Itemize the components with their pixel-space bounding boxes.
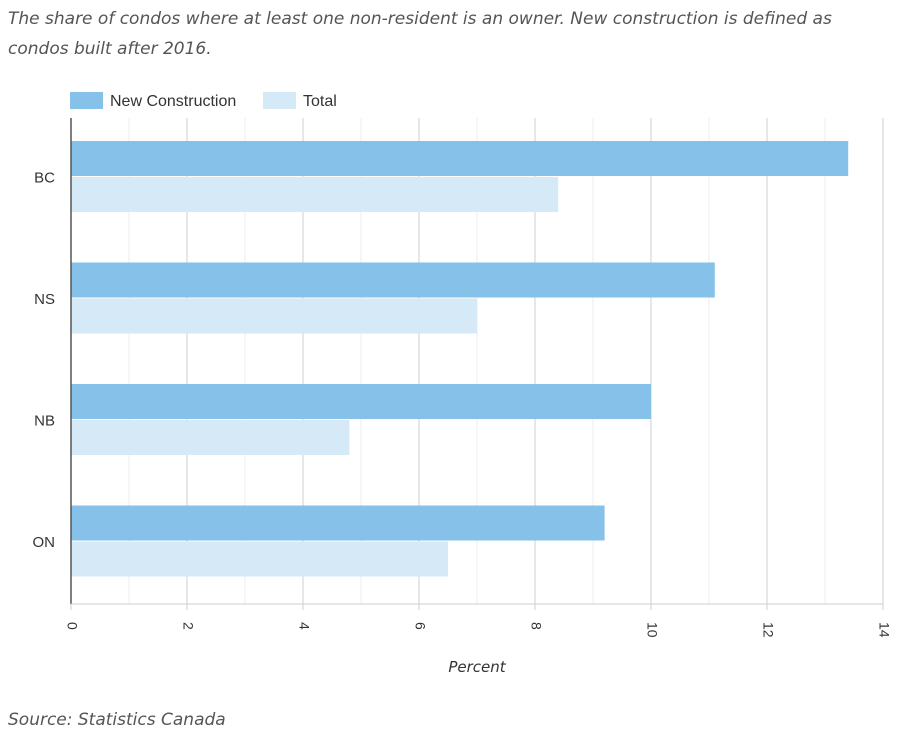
legend-label-0: New Construction bbox=[110, 93, 236, 110]
bar-nb-total bbox=[71, 420, 350, 455]
bar-bc-total bbox=[71, 177, 559, 212]
legend-swatch-1 bbox=[263, 92, 296, 109]
legend-swatch-0 bbox=[70, 92, 103, 109]
x-tick-label: 6 bbox=[412, 622, 428, 630]
x-tick-label: 4 bbox=[296, 622, 312, 630]
x-tick-label: 2 bbox=[180, 622, 196, 630]
category-label-nb: NB bbox=[34, 413, 55, 430]
axes bbox=[70, 118, 884, 610]
x-tick-label: 14 bbox=[876, 622, 892, 638]
category-label-ns: NS bbox=[34, 291, 55, 308]
x-tick-label: 8 bbox=[528, 622, 544, 630]
bar-ns-new-construction bbox=[71, 262, 715, 298]
legend-label-1: Total bbox=[303, 93, 337, 110]
bar-on-new-construction bbox=[71, 505, 605, 541]
bar-ns-total bbox=[71, 298, 477, 334]
category-label-on: ON bbox=[33, 534, 56, 551]
bar-on-total bbox=[71, 541, 448, 577]
x-tick-label: 0 bbox=[64, 622, 80, 630]
chart-subtitle: The share of condos where at least one n… bbox=[8, 9, 832, 59]
category-label-bc: BC bbox=[34, 170, 55, 187]
bar-chart: New Construction Total 0 2 4 6 8 10 12 14 BC NS NB O… bbox=[33, 92, 893, 676]
x-axis-title: Percent bbox=[448, 658, 506, 676]
bars bbox=[71, 141, 849, 577]
legend: New Construction Total bbox=[70, 92, 337, 110]
bar-nb-new-construction bbox=[71, 384, 651, 419]
x-tick-label: 12 bbox=[760, 622, 776, 638]
axis-labels: 0 2 4 6 8 10 12 14 BC NS NB ON Percent bbox=[33, 170, 893, 676]
source-note: Source: Statistics Canada bbox=[8, 710, 226, 730]
x-tick-label: 10 bbox=[644, 622, 660, 638]
bar-bc-new-construction bbox=[71, 141, 849, 176]
